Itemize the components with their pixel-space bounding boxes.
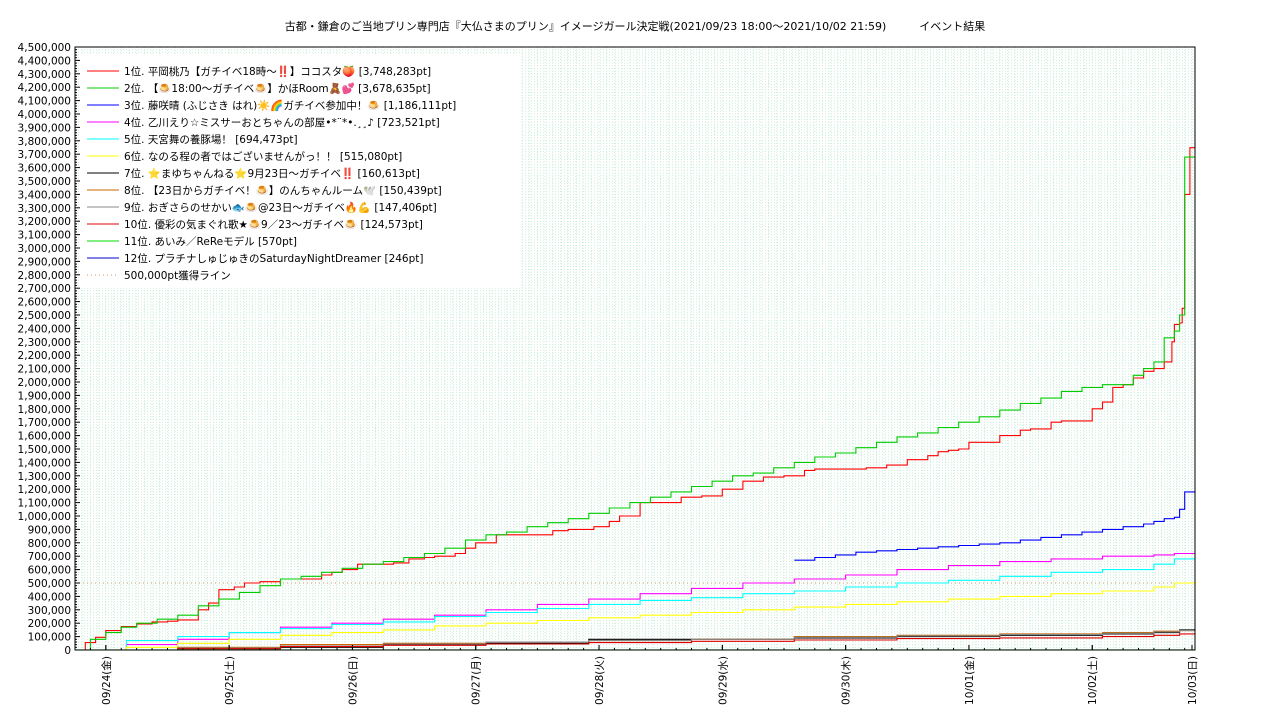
y-tick-label: 700,000 [28,551,71,563]
x-tick-label: 09/26(日) [347,656,359,705]
y-tick-label: 4,200,000 [18,82,71,94]
y-tick-label: 500,000 [28,578,71,590]
y-tick-label: 1,200,000 [18,484,71,496]
legend-label-8: 8位. 【23日からガチイベ！🍮】のんちゃんルーム🕊️ [150,439pt] [124,184,442,197]
y-tick-label: 1,900,000 [18,390,71,402]
y-tick-label: 1,500,000 [18,444,71,456]
y-tick-label: 800,000 [28,538,71,550]
legend-label-11: 11位. あいみ／ReReモデル [570pt] [124,235,297,248]
y-tick-label: 300,000 [28,605,71,617]
legend-label-2: 2位. 【🍮18:00〜ガチイベ🍮】かほRoom🧸💕 [3,678,635pt] [124,82,431,95]
y-tick-label: 100,000 [28,632,71,644]
legend-label-12: 12位. プラチナしゅじゅきのSaturdayNightDreamer [246… [124,252,424,265]
y-tick-label: 1,700,000 [18,417,71,429]
y-tick-label: 3,800,000 [18,136,71,148]
legend-label-4: 4位. 乙川えり☆ミスサーおとちゃんの部屋•*¨*•.¸¸♪ [723,521p… [124,116,440,129]
x-tick-label: 09/30(木) [841,656,853,705]
y-tick-label: 1,400,000 [18,457,71,469]
series-line-9 [75,630,1196,651]
y-tick-label: 4,100,000 [18,96,71,108]
y-tick-label: 1,800,000 [18,404,71,416]
x-tick-label: 10/01(金) [963,656,976,705]
y-tick-label: 2,300,000 [18,337,71,349]
series-line-6 [75,581,1196,651]
y-tick-label: 600,000 [28,565,71,577]
series-line-3 [794,491,1196,561]
series-line-1 [75,147,1195,651]
chart-title: 古都・鎌倉のご当地プリン専門店『大仏さまのプリン』イメージガール決定戦(2021… [285,19,986,33]
legend-label-10: 10位. 優彩の気まぐれ歌★🍮9／23〜ガチイベ🍮 [124,573pt] [124,218,423,231]
y-tick-label: 1,100,000 [18,498,71,510]
y-tick-label: 1,600,000 [18,431,71,443]
y-tick-label: 2,500,000 [18,310,71,322]
y-tick-label: 1,000,000 [18,511,71,523]
x-tick-label: 09/27(月) [471,656,483,705]
y-tick-label: 3,700,000 [18,149,71,161]
y-tick-label: 3,900,000 [18,122,71,134]
series-line-10 [75,633,1196,651]
y-tick-label: 4,400,000 [18,55,71,67]
legend-label-9: 9位. おぎさらのせかい🐟🍮@23日〜ガチイベ🔥💪 [147,406pt] [124,201,437,214]
series-line-2 [75,156,1195,651]
y-tick-label: 200,000 [28,618,71,630]
x-axis: 09/24(金) 09/25(土) 09/26(日) 09/27(月) 09/28(火)… [74,645,1199,705]
y-tick-label: 2,900,000 [18,256,71,268]
y-tick-label: 4,500,000 [18,42,71,54]
y-tick-label: 1,300,000 [18,471,71,483]
y-tick-label: 0 [64,645,71,657]
y-tick-label: 2,800,000 [18,270,71,282]
legend-box [80,54,520,288]
y-tick-label: 3,600,000 [18,163,71,175]
y-tick-label: 4,300,000 [18,69,71,81]
legend-label-6: 6位. なのる程の者ではございませんがっ！！ [515,080pt] [124,150,402,163]
y-tick-label: 900,000 [28,524,71,536]
legend-label-13: 500,000pt獲得ライン [124,269,231,282]
y-tick-label: 2,100,000 [18,364,71,376]
y-tick-label: 3,400,000 [18,189,71,201]
y-tick-label: 2,200,000 [18,350,71,362]
x-tick-label: 09/29(水) [717,656,729,705]
y-tick-label: 2,400,000 [18,323,71,335]
legend-label-1: 1位. 平岡桃乃【ガチイベ18時〜‼️】ココスタ🍑 [3,748,283pt] [124,65,431,78]
y-tick-label: 3,300,000 [18,203,71,215]
series-line-5 [75,556,1196,651]
y-tick-label: 2,700,000 [18,283,71,295]
x-tick-label: 10/02(土) [1086,656,1099,705]
x-tick-label: 09/25(土) [223,656,236,705]
legend-label-5: 5位. 天宮舞の養豚場！ [694,473pt] [124,133,298,146]
x-tick-label: 10/03(日) [1187,656,1199,705]
x-tick-label: 09/28(火) [594,656,606,705]
y-tick-label: 3,200,000 [18,216,71,228]
legend-label-3: 3位. 藤咲晴 (ふじさき はれ)☀️🌈ガチイベ参加中！🍮 [1,186,111… [124,99,456,112]
y-tick-label: 3,500,000 [18,176,71,188]
y-tick-label: 4,000,000 [18,109,71,121]
y-tick-label: 2,000,000 [18,377,71,389]
legend-label-7: 7位. ⭐まゆちゃんねる⭐9月23日〜ガチイベ‼️ [160,613pt] [124,167,420,180]
y-tick-label: 3,100,000 [18,230,71,242]
x-tick-label: 09/24(金) [100,656,113,705]
y-tick-label: 2,600,000 [18,297,71,309]
y-tick-label: 400,000 [28,591,71,603]
y-tick-label: 3,000,000 [18,243,71,255]
legend: 1位. 平岡桃乃【ガチイベ18時〜‼️】ココスタ🍑 [3,748,283pt] 2… [80,54,520,288]
